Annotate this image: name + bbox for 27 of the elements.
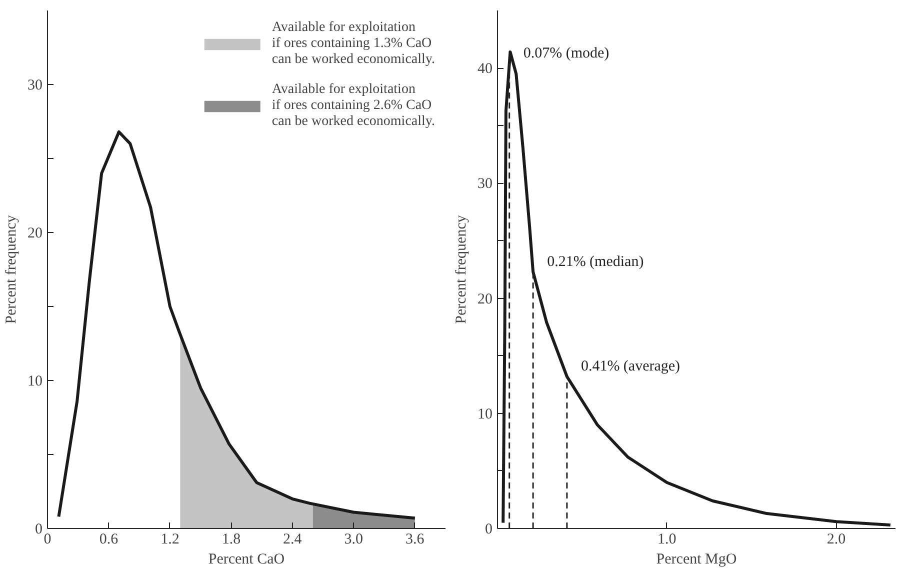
y-axis-title: Percent frequency: [4, 214, 20, 324]
x-axis-title: Percent CaO: [208, 552, 285, 568]
x-tick-label: 1.0: [657, 532, 676, 548]
x-tick-label: 3.0: [344, 532, 364, 548]
x-axis-title: Percent MgO: [656, 552, 737, 568]
y-tick-label: 0: [35, 522, 42, 538]
x-tick-label: 0.6: [99, 532, 119, 548]
x-tick-label: 2.0: [826, 532, 846, 548]
line-series: [57, 130, 416, 520]
x-tick-label: 1.2: [160, 532, 180, 548]
y-axis-title: Percent frequency: [454, 214, 470, 324]
x-tick-label: 1.8: [222, 532, 241, 548]
ref-line-label: 0.07% (mode): [523, 46, 610, 62]
y-tick-label: 10: [478, 406, 492, 422]
ref-line-label: 0.41% (average): [580, 358, 680, 375]
legend-label: Available for exploitation if ores containing 1.3% CaO can be worked economically.: [272, 20, 435, 68]
y-tick-label: 30: [28, 78, 42, 94]
y-tick-label: 30: [478, 176, 492, 192]
y-tick-label: 0: [485, 522, 492, 538]
x-tick-label: 2.4: [283, 532, 302, 548]
legend-label: Available for exploitation if ores containing 2.6% CaO can be worked economically.: [272, 82, 435, 130]
y-tick-label: 20: [478, 291, 492, 308]
ref-line-label: 0.21% (median): [547, 254, 644, 270]
y-tick-label: 10: [28, 374, 42, 390]
x-tick-label: 3.6: [406, 532, 425, 548]
y-tick-label: 40: [478, 61, 492, 78]
y-tick-label: 20: [28, 226, 42, 242]
